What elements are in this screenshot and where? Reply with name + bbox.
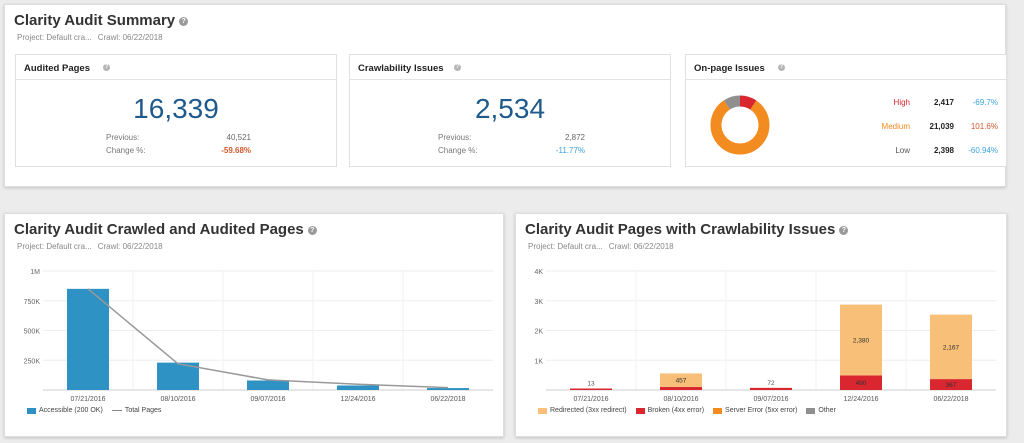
bar-redirected[interactable] (930, 314, 972, 380)
line-total-pages[interactable] (87, 288, 449, 389)
onpage-issues-card: On-page Issues ? High 2,417 -69.7% Medium 21… (685, 54, 1007, 167)
severity-medium-count: 21,039 (929, 122, 954, 131)
crawlability-issues-panel: Clarity Audit Pages with Crawlability Is… (515, 213, 1007, 437)
y-tick-label: 500K (24, 329, 41, 336)
severity-high-change: -69.7% (972, 98, 998, 107)
bar-broken[interactable] (660, 387, 702, 390)
data-label: 367 (946, 382, 957, 389)
crawlability-issues-card: Crawlability Issues ? 2,534 Previous: 2,… (349, 54, 671, 167)
bar-broken[interactable] (840, 375, 882, 390)
bar-redirected[interactable] (840, 304, 882, 376)
help-icon[interactable]: ? (454, 64, 461, 71)
crawled-title: Clarity Audit Crawled and Audited Pages? (14, 221, 317, 238)
crawled-subtitle: Project: Default cra... Crawl: 06/22/2018 (17, 242, 163, 251)
x-tick-label: 07/21/2016 (573, 396, 608, 403)
legend-item[interactable]: Broken (4xx error) (635, 407, 704, 414)
bar-accessible[interactable] (427, 388, 469, 390)
x-tick-label: 08/10/2016 (663, 396, 698, 403)
legend-item[interactable]: Server Error (5xx error) (713, 407, 797, 414)
severity-high-label: High (893, 98, 910, 107)
x-tick-label: 09/07/2016 (250, 396, 285, 403)
x-tick-label: 07/21/2016 (70, 396, 105, 403)
audit-summary-panel: Clarity Audit Summary? Project: Default … (4, 4, 1007, 187)
y-tick-label: 750K (24, 299, 41, 306)
bar-accessible[interactable] (247, 380, 289, 390)
severity-low-count: 2,398 (933, 146, 954, 155)
legend-item[interactable]: Other (806, 407, 836, 414)
y-tick-label: 250K (24, 358, 41, 365)
data-label: 2,380 (853, 338, 870, 345)
x-tick-label: 08/10/2016 (160, 396, 195, 403)
crawl-issues-legend: Redirected (3xx redirect) Broken (4xx err… (538, 407, 845, 414)
help-icon[interactable]: ? (307, 225, 317, 235)
x-tick-label: 06/22/2018 (430, 396, 465, 403)
summary-subtitle: Project: Default cra... Crawl: 06/22/2018 (17, 33, 163, 42)
donut-slice-medium[interactable] (710, 95, 770, 155)
x-tick-label: 12/24/2016 (340, 396, 375, 403)
bar-broken[interactable] (930, 379, 972, 390)
y-tick-label: 2K (534, 329, 543, 336)
help-icon[interactable]: ? (179, 16, 189, 26)
crawlability-change-value: -11.77% (555, 146, 585, 155)
bar-accessible[interactable] (67, 288, 109, 390)
severity-low-change: -60.94% (968, 146, 998, 155)
x-tick-label: 06/22/2018 (933, 396, 968, 403)
crawl-issues-title: Clarity Audit Pages with Crawlability Is… (525, 221, 849, 238)
severity-high-count: 2,417 (933, 98, 954, 107)
help-icon[interactable]: ? (103, 64, 110, 71)
legend-accessible[interactable]: Accessible (200 OK) (27, 407, 103, 414)
crawled-audited-chart: 1M 750K 500K 250K 07/21/2016 08/10/2016 09/07/… (24, 269, 493, 403)
bar-accessible[interactable] (157, 362, 199, 390)
data-label: 72 (767, 380, 775, 387)
x-tick-label: 09/07/2016 (753, 396, 788, 403)
crawled-audited-panel: Clarity Audit Crawled and Audited Pages?… (4, 213, 504, 437)
bar-accessible[interactable] (337, 385, 379, 390)
data-label: 457 (676, 378, 687, 385)
bar-broken[interactable] (570, 388, 612, 391)
y-tick-label: 4K (534, 269, 543, 276)
x-tick-label: 12/24/2016 (843, 396, 878, 403)
audited-pages-value: 16,339 (133, 93, 219, 124)
legend-total-pages[interactable]: Total Pages (111, 407, 161, 414)
summary-title: Clarity Audit Summary? (14, 12, 189, 29)
severity-medium-change: 101.6% (970, 122, 998, 131)
help-icon[interactable]: ? (778, 64, 785, 71)
y-tick-label: 1M (30, 269, 40, 276)
onpage-issues-donut (710, 95, 770, 155)
bar-redirected[interactable] (660, 373, 702, 388)
help-icon[interactable]: ? (839, 225, 849, 235)
crawlability-issues-value: 2,534 (474, 93, 546, 124)
y-tick-label: 1K (534, 358, 543, 365)
legend-item[interactable]: Redirected (3xx redirect) (538, 407, 627, 414)
severity-medium-label: Medium (881, 122, 910, 131)
y-tick-label: 3K (534, 299, 543, 306)
audited-change-value: -59.68% (221, 146, 251, 155)
data-label: 13 (587, 381, 595, 388)
crawlability-issues-chart: 4K 3K 2K 1K 13 07/21/2016 457 08/10/2016 72 09/07… (534, 269, 996, 403)
donut-slice-low[interactable] (710, 95, 770, 155)
data-label: 2,167 (943, 344, 960, 351)
bar-broken[interactable] (750, 387, 792, 390)
crawled-legend: Accessible (200 OK) Total Pages (27, 407, 170, 414)
audited-pages-card: Audited Pages ? 16,339 Previous: 40,521 … (15, 54, 337, 167)
crawl-issues-subtitle: Project: Default cra... Crawl: 06/22/2018 (528, 242, 674, 251)
data-label: 490 (856, 380, 867, 387)
severity-low-label: Low (895, 146, 910, 155)
